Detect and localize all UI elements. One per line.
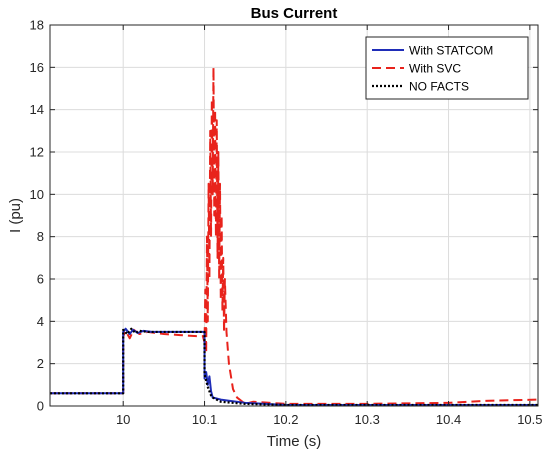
x-tick-label: 10.3	[355, 412, 380, 427]
legend-label: With STATCOM	[409, 44, 493, 58]
y-tick-label: 14	[30, 102, 44, 117]
plot-frame	[49, 24, 539, 407]
x-tick-label: 10.5	[517, 412, 542, 427]
y-tick-label: 2	[37, 356, 44, 371]
y-tick-label: 16	[30, 60, 44, 75]
y-tick-label: 18	[30, 18, 44, 33]
chart-title: Bus Current	[251, 5, 338, 22]
y-tick-label: 12	[30, 145, 44, 160]
series-layer	[50, 66, 539, 407]
y-axis-label: I (pu)	[7, 198, 24, 233]
x-tick-label: 10.1	[192, 412, 217, 427]
legend-label: With SVC	[409, 62, 461, 76]
y-tick-label: 8	[37, 229, 44, 244]
x-tick-label: 10	[116, 412, 130, 427]
x-axis-label: Time (s)	[267, 433, 321, 450]
series-line-no-facts	[50, 327, 538, 407]
y-tick-label: 4	[37, 314, 44, 329]
x-tick-label: 10.2	[273, 412, 298, 427]
series-line-with-svc	[50, 66, 539, 405]
y-tick-label: 10	[30, 187, 44, 202]
legend: With STATCOM With SVC NO FACTS	[365, 36, 529, 100]
y-tick-label: 6	[37, 272, 44, 287]
x-tick-label: 10.4	[436, 412, 461, 427]
y-tick-label: 0	[37, 399, 44, 414]
legend-label: NO FACTS	[409, 80, 469, 94]
axis-ticks: 10 10.1 10.2 10.3 10.4 10.5 0 2 4 6 8 10 12 14 16 18	[30, 18, 543, 428]
